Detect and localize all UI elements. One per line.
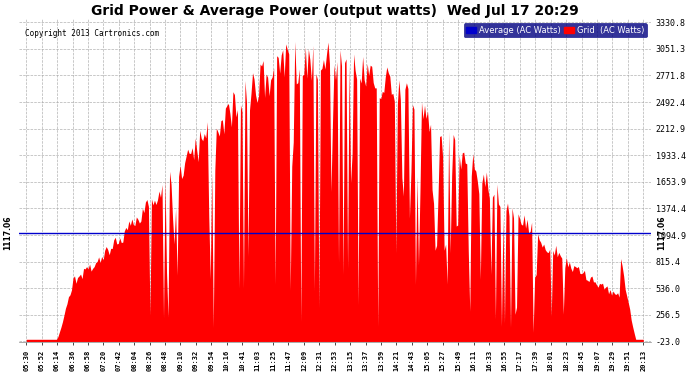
Text: 1117.06: 1117.06 bbox=[3, 216, 12, 250]
Text: 1117.06: 1117.06 bbox=[658, 216, 667, 250]
Text: Copyright 2013 Cartronics.com: Copyright 2013 Cartronics.com bbox=[25, 29, 159, 38]
Title: Grid Power & Average Power (output watts)  Wed Jul 17 20:29: Grid Power & Average Power (output watts… bbox=[91, 4, 579, 18]
Legend: Average (AC Watts), Grid  (AC Watts): Average (AC Watts), Grid (AC Watts) bbox=[464, 24, 647, 38]
